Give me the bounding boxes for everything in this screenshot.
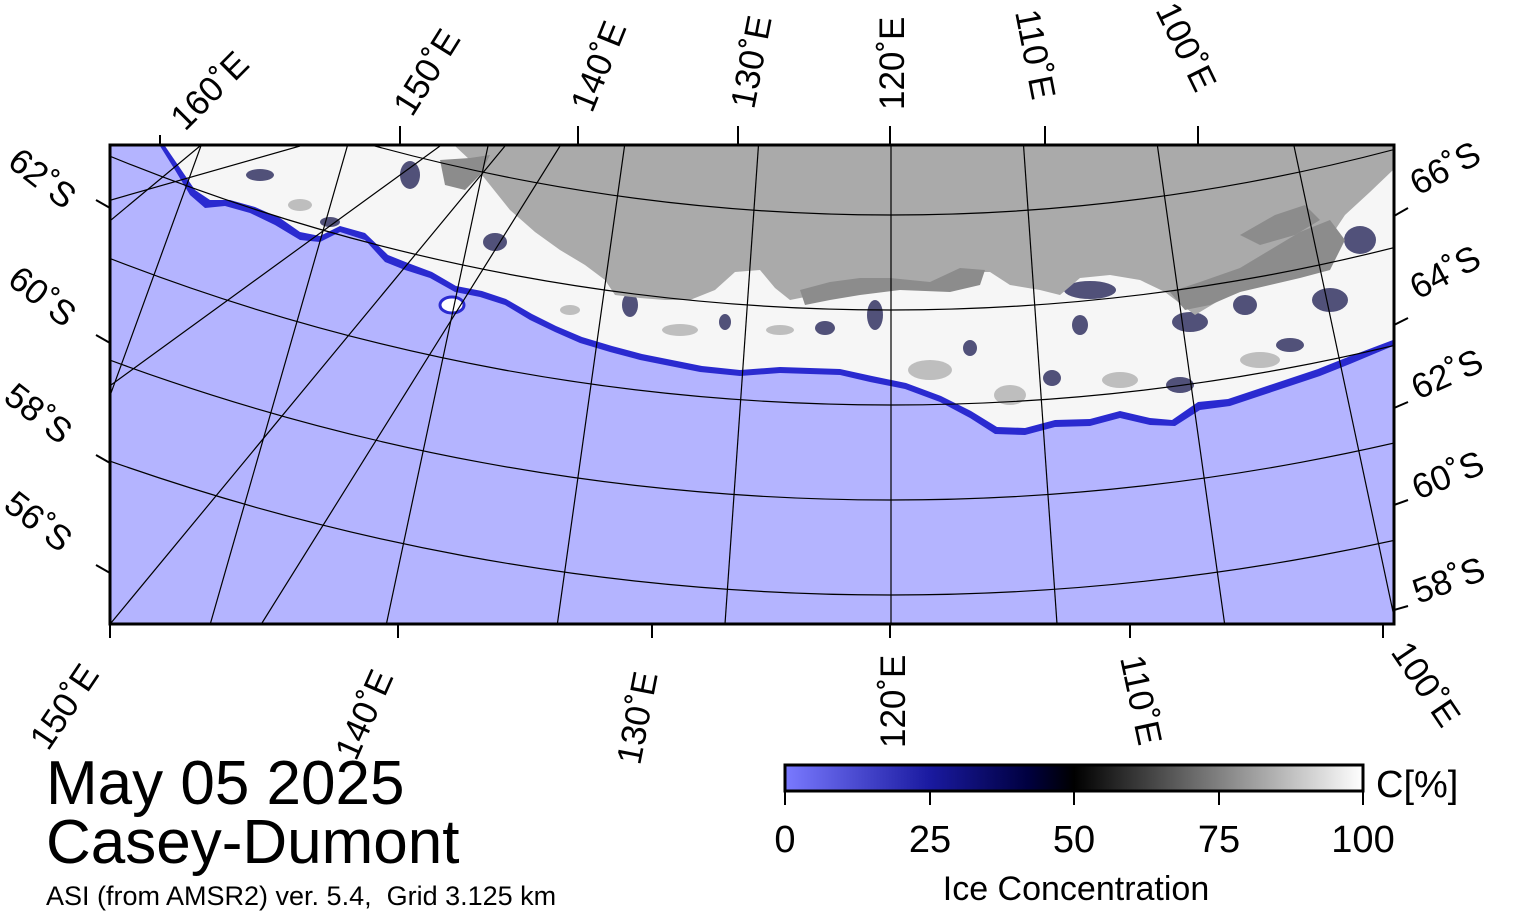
longitude-line (111, 146, 202, 395)
longitude-line (385, 146, 489, 623)
frame-tick (1393, 207, 1409, 217)
top-lon-label-160: 160˚E (163, 44, 257, 138)
frame-ticks (95, 126, 1409, 638)
top-lon-label-140: 140˚E (563, 16, 634, 117)
top-lon-label-100: 100˚E (1148, 0, 1224, 97)
date-label: May 05 2025 (46, 749, 405, 818)
colorbar-tick-0: 0 (774, 819, 795, 861)
longitude-line (1293, 146, 1393, 615)
colorbar-tick-marks (784, 791, 1364, 805)
left-lat-label-58: 58˚S (0, 376, 79, 452)
top-lon-label-130: 130˚E (724, 12, 780, 111)
bottom-lon-label-150: 150˚E (22, 657, 107, 756)
frame-tick (1393, 401, 1409, 409)
top-lon-label-150: 150˚E (386, 22, 469, 122)
map-frame (108, 143, 1396, 626)
top-lon-label-120: 120˚E (873, 17, 912, 110)
left-lat-label-60: 60˚S (1, 259, 83, 335)
product-info-label: ASI (from AMSR2) ver. 5.4, Grid 3.125 km (46, 881, 557, 911)
colorbar-tick-25: 25 (909, 819, 951, 861)
colorbar-tick-75: 75 (1198, 819, 1240, 861)
ice-shelves (440, 155, 1345, 310)
longitude-line (1507, 0, 1513, 599)
graticule-line (111, 146, 201, 221)
frame-tick (95, 199, 111, 209)
frame-tick (1393, 317, 1409, 326)
top-lon-label-110: 110˚E (1007, 6, 1063, 103)
longitude-line (556, 146, 626, 623)
right-lat-label-66: 66˚S (1403, 134, 1487, 203)
frame-tick (1393, 605, 1409, 611)
bottom-lon-label-100: 100˚E (1383, 635, 1468, 734)
right-lat-label-58: 58˚S (1407, 550, 1490, 612)
longitude-line (1022, 146, 1058, 623)
antarctic-land (455, 146, 1393, 315)
frame-tick (1393, 499, 1409, 506)
graticule (111, 0, 1513, 653)
map-area (111, 146, 1393, 623)
right-lat-label-60: 60˚S (1406, 444, 1489, 508)
longitude-line (1156, 146, 1226, 623)
frame-tick (95, 334, 111, 344)
colorbar-bar (783, 763, 1365, 793)
ice-texture-gray (288, 199, 1280, 405)
left-latitude-labels: 62˚S 60˚S 58˚S 56˚S (0, 141, 83, 560)
right-lat-label-64: 64˚S (1403, 238, 1487, 307)
bottom-lon-label-110: 110˚E (1112, 652, 1169, 749)
bottom-lon-label-130: 130˚E (610, 668, 666, 767)
graticule-line (261, 146, 561, 623)
graticule-line (111, 146, 301, 201)
longitude-line (724, 146, 760, 623)
graticule-line (111, 146, 441, 386)
longitude-line (209, 146, 348, 623)
colorbar-tick-50: 50 (1053, 819, 1095, 861)
region-label: Casey-Dumont (46, 808, 460, 877)
graticule-line (111, 146, 506, 623)
right-lat-label-62: 62˚S (1405, 342, 1488, 408)
bottom-lon-label-120: 120˚E (874, 655, 913, 748)
colorbar-unit: C[%] (1376, 764, 1458, 806)
frame-tick (95, 454, 111, 464)
left-lat-label-62: 62˚S (1, 141, 83, 217)
longitude-line (1387, 0, 1513, 653)
colorbar-tick-100: 100 (1331, 819, 1394, 861)
colorbar: 0 25 50 75 100 C[%] Ice Concentration (774, 763, 1458, 908)
left-lat-label-56: 56˚S (0, 484, 79, 560)
bottom-longitude-labels: 150˚E 140˚E 130˚E 120˚E 110˚E 100˚E (22, 635, 1468, 768)
right-latitude-labels: 66˚S 64˚S 62˚S 60˚S 58˚S (1403, 134, 1490, 612)
frame-tick (95, 564, 111, 574)
colorbar-title: Ice Concentration (943, 870, 1210, 908)
top-longitude-labels: 160˚E 150˚E 140˚E 130˚E 120˚E 110˚E 100˚… (163, 0, 1224, 138)
